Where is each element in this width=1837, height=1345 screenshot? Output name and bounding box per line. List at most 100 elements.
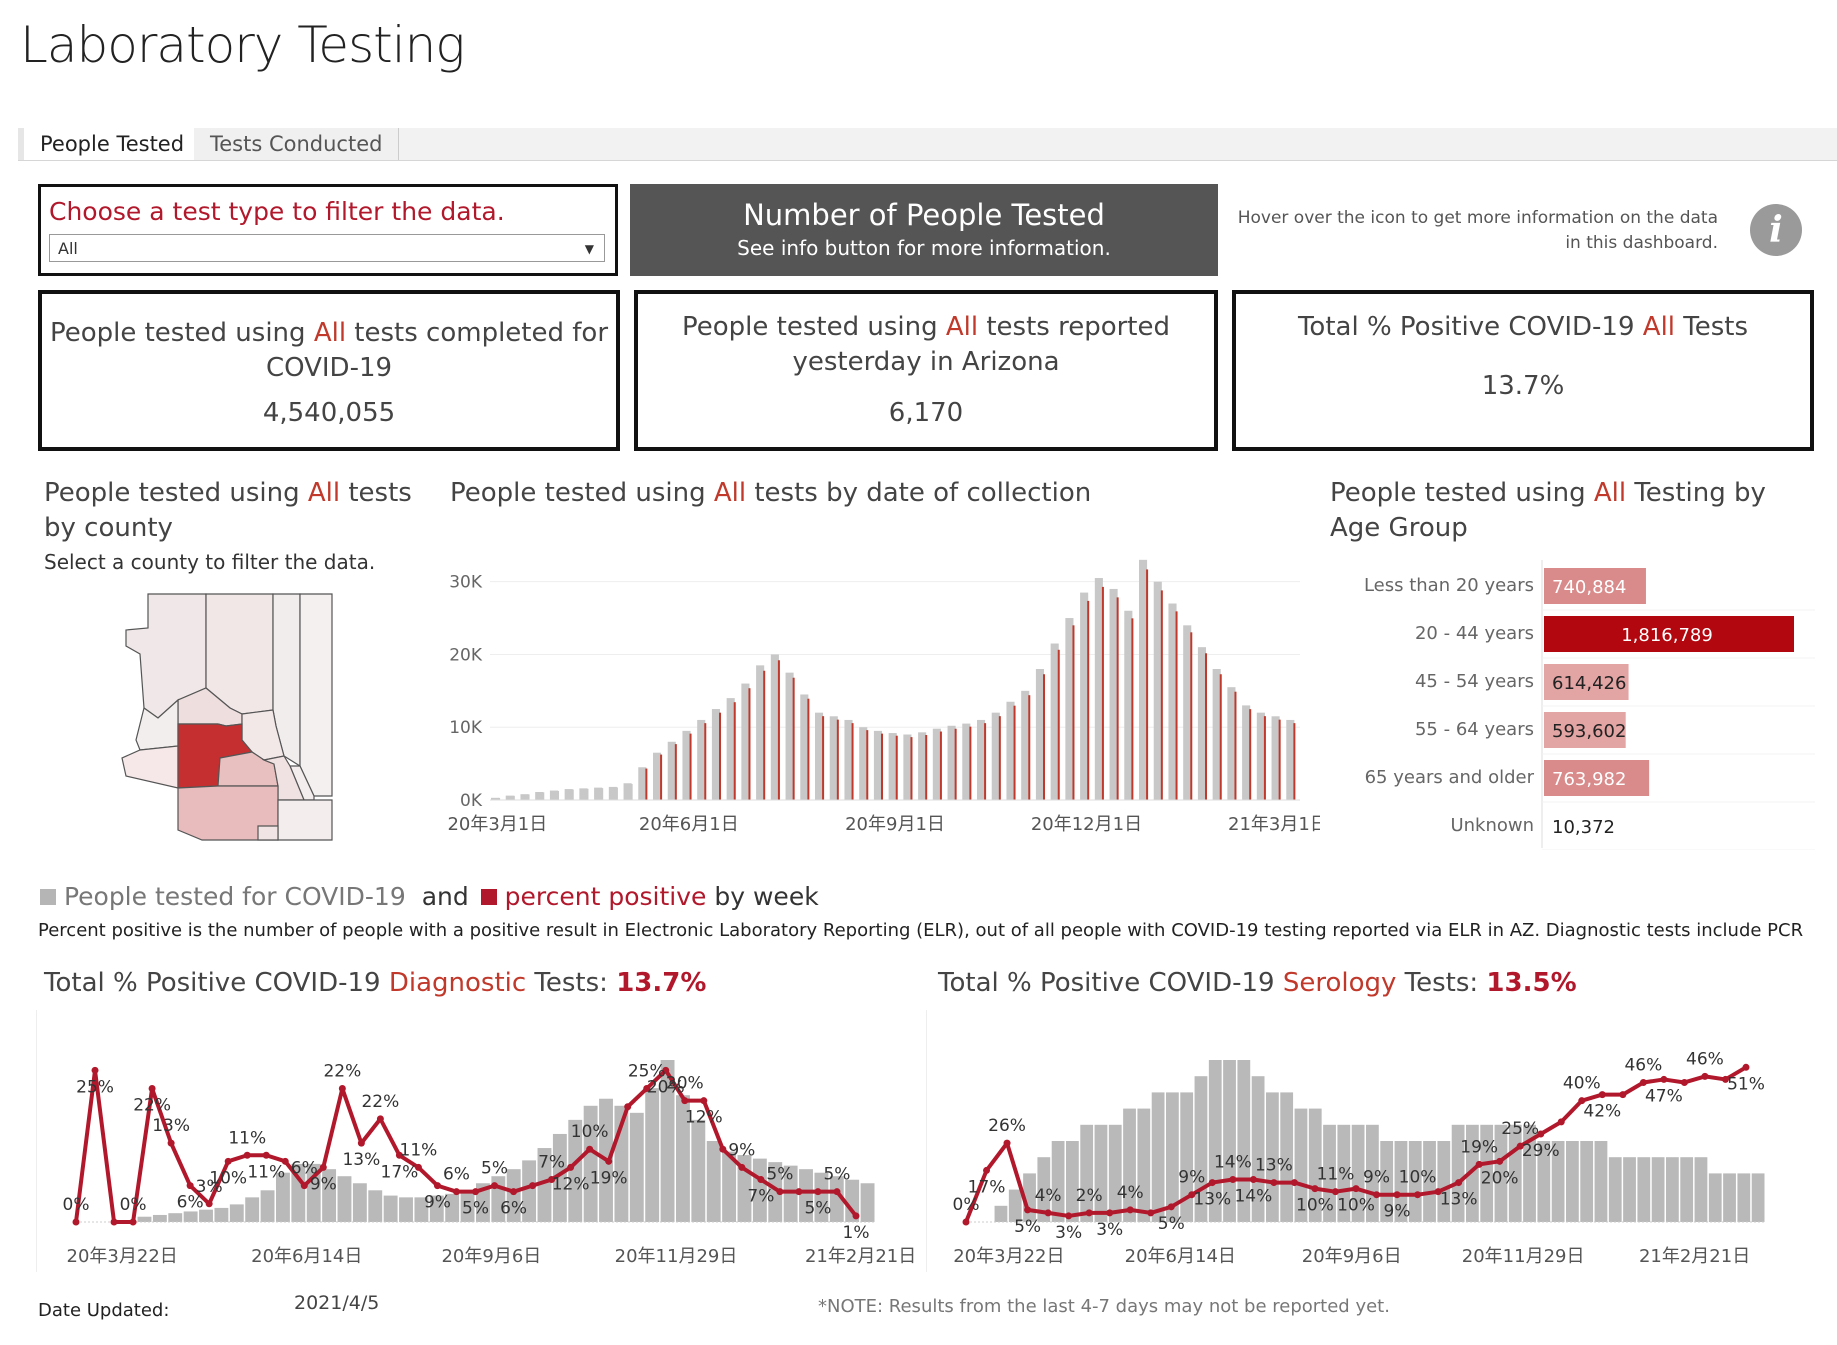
weekly-bar[interactable] bbox=[1108, 1124, 1122, 1222]
percent-point[interactable] bbox=[433, 1182, 441, 1190]
percent-point[interactable] bbox=[319, 1163, 327, 1171]
daily-bar[interactable] bbox=[1242, 705, 1251, 800]
percent-point[interactable] bbox=[243, 1151, 251, 1159]
daily-bar[interactable] bbox=[829, 716, 838, 800]
percent-point[interactable] bbox=[795, 1188, 803, 1196]
weekly-bar[interactable] bbox=[1608, 1157, 1622, 1222]
weekly-bar[interactable] bbox=[1551, 1141, 1565, 1222]
percent-point[interactable] bbox=[1106, 1209, 1114, 1217]
percent-point[interactable] bbox=[738, 1163, 746, 1171]
percent-point[interactable] bbox=[376, 1115, 384, 1123]
county-santa-cruz[interactable] bbox=[257, 825, 279, 841]
daily-bar[interactable] bbox=[1183, 625, 1192, 800]
daily-bar[interactable] bbox=[638, 767, 647, 800]
daily-bar[interactable] bbox=[844, 719, 853, 800]
percent-point[interactable] bbox=[300, 1182, 308, 1190]
weekly-bar[interactable] bbox=[568, 1119, 583, 1222]
weekly-bar[interactable] bbox=[1451, 1124, 1465, 1222]
weekly-bar[interactable] bbox=[199, 1209, 213, 1222]
weekly-bar[interactable] bbox=[476, 1183, 490, 1222]
percent-point[interactable] bbox=[1414, 1191, 1422, 1199]
weekly-bar[interactable] bbox=[183, 1211, 198, 1222]
daily-bar[interactable] bbox=[815, 712, 824, 800]
weekly-bar[interactable] bbox=[1737, 1173, 1751, 1222]
percent-point[interactable] bbox=[1742, 1063, 1750, 1071]
daily-bar[interactable] bbox=[1124, 610, 1133, 800]
percent-point[interactable] bbox=[983, 1166, 991, 1174]
percent-point[interactable] bbox=[1249, 1176, 1257, 1184]
percent-point[interactable] bbox=[357, 1139, 365, 1147]
weekly-bar[interactable] bbox=[429, 1195, 444, 1222]
weekly-bar[interactable] bbox=[845, 1179, 860, 1222]
age-bar[interactable] bbox=[1544, 616, 1794, 652]
daily-bar[interactable] bbox=[1094, 578, 1103, 800]
daily-bar[interactable] bbox=[711, 709, 721, 800]
daily-bar[interactable] bbox=[785, 672, 794, 800]
weekly-bar[interactable] bbox=[783, 1165, 798, 1222]
percent-point[interactable] bbox=[567, 1163, 575, 1171]
percent-point[interactable] bbox=[395, 1151, 403, 1159]
daily-bar[interactable] bbox=[726, 698, 735, 800]
daily-bar[interactable] bbox=[962, 723, 971, 800]
weekly-bar[interactable] bbox=[352, 1183, 367, 1222]
weekly-bar[interactable] bbox=[1180, 1092, 1194, 1222]
daily-bar[interactable] bbox=[653, 752, 662, 800]
percent-point[interactable] bbox=[776, 1188, 784, 1196]
percent-point[interactable] bbox=[1311, 1185, 1319, 1193]
percent-point[interactable] bbox=[1598, 1091, 1606, 1099]
weekly-bar[interactable] bbox=[337, 1176, 352, 1222]
percent-point[interactable] bbox=[1167, 1203, 1175, 1211]
diagnostic-weekly-chart[interactable]: 0%25%0%22%13%6%3%10%11%11% 6%9%22%13%22%1… bbox=[36, 1010, 926, 1280]
daily-bar[interactable] bbox=[1139, 559, 1148, 800]
age-bar[interactable] bbox=[1544, 808, 1546, 844]
weekly-bar[interactable] bbox=[322, 1169, 337, 1222]
weekly-bar[interactable] bbox=[1751, 1173, 1765, 1222]
county-yuma[interactable] bbox=[121, 745, 179, 789]
weekly-bar[interactable] bbox=[152, 1214, 167, 1222]
daily-bar[interactable] bbox=[1050, 643, 1059, 800]
percent-point[interactable] bbox=[1188, 1191, 1196, 1199]
percent-point[interactable] bbox=[852, 1212, 860, 1220]
daily-bar[interactable] bbox=[579, 788, 588, 800]
weekly-bar[interactable] bbox=[506, 1169, 521, 1222]
percent-point[interactable] bbox=[605, 1157, 613, 1165]
daily-bar[interactable] bbox=[505, 795, 514, 800]
daily-bar[interactable] bbox=[1256, 712, 1265, 800]
percent-point[interactable] bbox=[129, 1218, 137, 1226]
weekly-bar[interactable] bbox=[1394, 1141, 1408, 1222]
weekly-bar[interactable] bbox=[276, 1172, 290, 1222]
weekly-bar[interactable] bbox=[1323, 1124, 1336, 1222]
percent-point[interactable] bbox=[1270, 1179, 1278, 1187]
weekly-bar[interactable] bbox=[460, 1190, 475, 1222]
weekly-bar[interactable] bbox=[814, 1172, 829, 1222]
percent-point[interactable] bbox=[833, 1188, 841, 1196]
weekly-bar[interactable] bbox=[1537, 1141, 1551, 1222]
daily-bar[interactable] bbox=[682, 730, 691, 800]
weekly-bar[interactable] bbox=[1494, 1124, 1508, 1222]
weekly-bar[interactable] bbox=[660, 1060, 675, 1222]
county-cochise[interactable] bbox=[277, 799, 333, 841]
daily-bar[interactable] bbox=[947, 725, 956, 800]
weekly-bar[interactable] bbox=[1351, 1124, 1365, 1222]
weekly-bar[interactable] bbox=[1666, 1157, 1679, 1222]
percent-positive-line[interactable] bbox=[74, 1068, 858, 1224]
weekly-bar[interactable] bbox=[245, 1197, 260, 1222]
daily-bar[interactable] bbox=[741, 683, 750, 800]
daily-bar[interactable] bbox=[932, 728, 941, 800]
daily-bar[interactable] bbox=[1109, 588, 1118, 800]
percent-point[interactable] bbox=[548, 1176, 556, 1184]
percent-point[interactable] bbox=[757, 1176, 765, 1184]
percent-point[interactable] bbox=[529, 1182, 537, 1190]
weekly-bar[interactable] bbox=[1123, 1108, 1136, 1222]
percent-point[interactable] bbox=[148, 1085, 156, 1093]
percent-point[interactable] bbox=[624, 1103, 632, 1111]
percent-point[interactable] bbox=[72, 1218, 80, 1226]
percent-point[interactable] bbox=[1496, 1157, 1504, 1165]
percent-point[interactable] bbox=[262, 1151, 270, 1159]
daily-bar[interactable] bbox=[1227, 687, 1236, 800]
percent-point[interactable] bbox=[110, 1218, 118, 1226]
daily-bar[interactable] bbox=[918, 732, 927, 800]
test-type-select[interactable]: All ▼ bbox=[49, 234, 605, 262]
percent-point[interactable] bbox=[186, 1182, 194, 1190]
weekly-bar[interactable] bbox=[768, 1162, 783, 1222]
